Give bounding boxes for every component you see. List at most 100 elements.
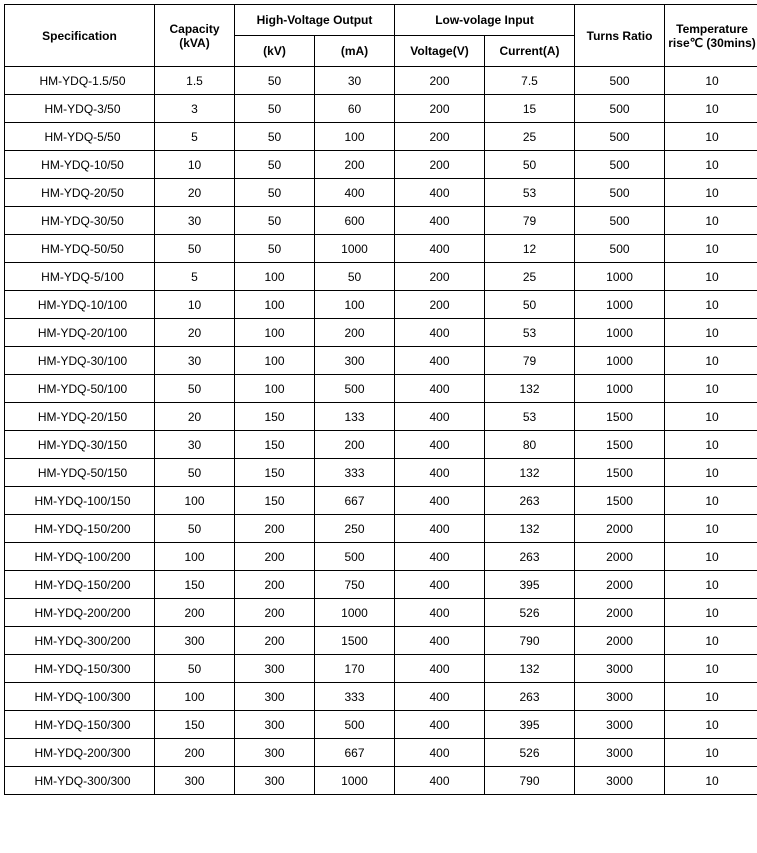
cell-cap: 30 xyxy=(155,431,235,459)
table-body: HM-YDQ-1.5/501.550302007.550010HM-YDQ-3/… xyxy=(5,67,757,795)
table-row: HM-YDQ-10/5010502002005050010 xyxy=(5,151,757,179)
cell-temp: 10 xyxy=(665,179,757,207)
cell-a: 790 xyxy=(485,767,575,795)
cell-temp: 10 xyxy=(665,235,757,263)
cell-ma: 200 xyxy=(315,151,395,179)
cell-ma: 1000 xyxy=(315,235,395,263)
cell-kv: 50 xyxy=(235,179,315,207)
cell-a: 53 xyxy=(485,319,575,347)
cell-kv: 150 xyxy=(235,487,315,515)
cell-ma: 1500 xyxy=(315,627,395,655)
cell-a: 79 xyxy=(485,347,575,375)
cell-spec: HM-YDQ-150/200 xyxy=(5,515,155,543)
table-row: HM-YDQ-30/1003010030040079100010 xyxy=(5,347,757,375)
cell-ma: 750 xyxy=(315,571,395,599)
table-row: HM-YDQ-20/1002010020040053100010 xyxy=(5,319,757,347)
cell-cap: 100 xyxy=(155,487,235,515)
cell-cap: 10 xyxy=(155,151,235,179)
cell-temp: 10 xyxy=(665,291,757,319)
cell-v: 400 xyxy=(395,375,485,403)
cell-temp: 10 xyxy=(665,375,757,403)
cell-a: 526 xyxy=(485,599,575,627)
cell-temp: 10 xyxy=(665,151,757,179)
cell-cap: 3 xyxy=(155,95,235,123)
cell-v: 400 xyxy=(395,487,485,515)
cell-tr: 3000 xyxy=(575,767,665,795)
table-row: HM-YDQ-300/3003003001000400790300010 xyxy=(5,767,757,795)
cell-cap: 50 xyxy=(155,459,235,487)
table-row: HM-YDQ-5/10051005020025100010 xyxy=(5,263,757,291)
cell-ma: 1000 xyxy=(315,767,395,795)
cell-a: 50 xyxy=(485,291,575,319)
cell-tr: 500 xyxy=(575,151,665,179)
cell-v: 400 xyxy=(395,235,485,263)
cell-temp: 10 xyxy=(665,543,757,571)
cell-temp: 10 xyxy=(665,571,757,599)
cell-a: 79 xyxy=(485,207,575,235)
cell-temp: 10 xyxy=(665,403,757,431)
cell-v: 400 xyxy=(395,459,485,487)
cell-ma: 500 xyxy=(315,711,395,739)
cell-kv: 50 xyxy=(235,235,315,263)
cell-spec: HM-YDQ-20/50 xyxy=(5,179,155,207)
cell-cap: 20 xyxy=(155,403,235,431)
cell-temp: 10 xyxy=(665,319,757,347)
cell-kv: 300 xyxy=(235,711,315,739)
cell-tr: 500 xyxy=(575,207,665,235)
cell-v: 400 xyxy=(395,347,485,375)
cell-cap: 50 xyxy=(155,515,235,543)
cell-v: 200 xyxy=(395,95,485,123)
cell-tr: 3000 xyxy=(575,739,665,767)
cell-v: 200 xyxy=(395,123,485,151)
cell-temp: 10 xyxy=(665,431,757,459)
cell-temp: 10 xyxy=(665,67,757,95)
cell-tr: 500 xyxy=(575,123,665,151)
cell-spec: HM-YDQ-10/100 xyxy=(5,291,155,319)
cell-kv: 100 xyxy=(235,263,315,291)
cell-cap: 100 xyxy=(155,543,235,571)
cell-kv: 200 xyxy=(235,599,315,627)
table-row: HM-YDQ-3/50350602001550010 xyxy=(5,95,757,123)
cell-spec: HM-YDQ-30/50 xyxy=(5,207,155,235)
cell-v: 200 xyxy=(395,291,485,319)
col-specification: Specification xyxy=(5,5,155,67)
cell-a: 526 xyxy=(485,739,575,767)
table-row: HM-YDQ-30/5030506004007950010 xyxy=(5,207,757,235)
cell-v: 400 xyxy=(395,599,485,627)
cell-v: 400 xyxy=(395,571,485,599)
cell-spec: HM-YDQ-5/50 xyxy=(5,123,155,151)
cell-spec: HM-YDQ-200/200 xyxy=(5,599,155,627)
cell-cap: 300 xyxy=(155,627,235,655)
cell-temp: 10 xyxy=(665,207,757,235)
cell-cap: 20 xyxy=(155,179,235,207)
cell-temp: 10 xyxy=(665,515,757,543)
cell-kv: 300 xyxy=(235,683,315,711)
cell-v: 400 xyxy=(395,767,485,795)
cell-kv: 150 xyxy=(235,431,315,459)
cell-ma: 333 xyxy=(315,459,395,487)
cell-tr: 3000 xyxy=(575,655,665,683)
cell-cap: 20 xyxy=(155,319,235,347)
col-hv-output: High-Voltage Output xyxy=(235,5,395,36)
table-row: HM-YDQ-1.5/501.550302007.550010 xyxy=(5,67,757,95)
cell-a: 132 xyxy=(485,515,575,543)
cell-temp: 10 xyxy=(665,627,757,655)
table-row: HM-YDQ-20/5020504004005350010 xyxy=(5,179,757,207)
cell-ma: 500 xyxy=(315,543,395,571)
cell-cap: 30 xyxy=(155,207,235,235)
cell-cap: 200 xyxy=(155,739,235,767)
cell-kv: 150 xyxy=(235,459,315,487)
cell-spec: HM-YDQ-150/200 xyxy=(5,571,155,599)
cell-a: 263 xyxy=(485,487,575,515)
cell-spec: HM-YDQ-3/50 xyxy=(5,95,155,123)
cell-ma: 600 xyxy=(315,207,395,235)
cell-a: 12 xyxy=(485,235,575,263)
cell-v: 400 xyxy=(395,739,485,767)
cell-ma: 200 xyxy=(315,431,395,459)
cell-spec: HM-YDQ-150/300 xyxy=(5,655,155,683)
cell-a: 25 xyxy=(485,263,575,291)
cell-cap: 10 xyxy=(155,291,235,319)
cell-spec: HM-YDQ-200/300 xyxy=(5,739,155,767)
cell-tr: 3000 xyxy=(575,683,665,711)
cell-temp: 10 xyxy=(665,263,757,291)
